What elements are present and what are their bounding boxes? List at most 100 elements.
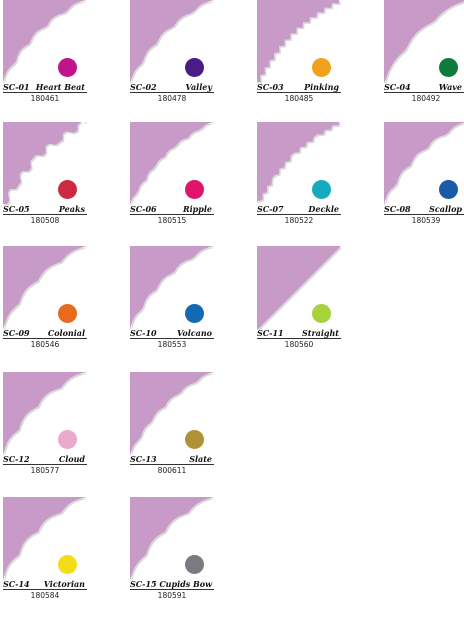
corner-shape: [3, 497, 87, 581]
color-dot: [58, 430, 77, 449]
swatch-sc-09: SC-09 Colonial 180546: [3, 246, 87, 349]
swatch-sc-10: SC-10 Volcano 180553: [130, 246, 214, 349]
swatch-name: Valley: [185, 82, 212, 92]
item-number: 180539: [411, 216, 441, 225]
swatch-code: SC-05: [3, 204, 30, 214]
corner-shape: [130, 0, 214, 84]
swatch-code: SC-11: [257, 328, 284, 338]
divider-line: [384, 214, 464, 215]
swatch-code: SC-04: [384, 82, 411, 92]
swatch-sc-13: SC-13 Slate 800611: [130, 372, 214, 475]
swatch-code: SC-09: [3, 328, 30, 338]
swatch-name: Deckle: [308, 204, 339, 214]
pinking-edge: [257, 0, 341, 84]
swatch-name: Cloud: [58, 454, 85, 464]
corner-shape: [257, 0, 341, 84]
swatch-name: Straight: [301, 328, 339, 338]
color-dot: [185, 180, 204, 199]
deckle-edge: [257, 122, 341, 206]
swatch-code: SC-13: [130, 454, 157, 464]
slate-edge: [130, 372, 214, 456]
swatch-name: Slate: [189, 454, 212, 464]
swatch-code: SC-08: [384, 204, 411, 214]
item-number: 180553: [157, 340, 187, 349]
item-number: 180461: [30, 94, 60, 103]
peaks-edge: [3, 122, 87, 206]
divider-line: [130, 464, 214, 465]
divider-line: [257, 338, 341, 339]
divider-line: [3, 214, 87, 215]
item-number: 180584: [30, 591, 60, 600]
divider-line: [3, 338, 87, 339]
heart-beat-edge: [3, 0, 87, 84]
color-dot: [58, 304, 77, 323]
swatch-sc-05: SC-05 Peaks 180508: [3, 122, 87, 225]
item-number: 180492: [411, 94, 441, 103]
color-dot: [185, 58, 204, 77]
swatch-name: Peaks: [58, 204, 85, 214]
corner-shape: [130, 246, 214, 330]
item-number: 180522: [284, 216, 314, 225]
item-number: 180478: [157, 94, 187, 103]
swatch-name: Wave: [438, 82, 462, 92]
swatch-code: SC-06: [130, 204, 157, 214]
corner-shape: [3, 122, 87, 206]
swatch-sc-02: SC-02 Valley 180478: [130, 0, 214, 103]
swatch-code: SC-15: [130, 579, 157, 589]
color-dot: [439, 180, 458, 199]
swatch-code: SC-03: [257, 82, 284, 92]
color-dot: [58, 180, 77, 199]
item-number: 180591: [157, 591, 187, 600]
swatch-code: SC-02: [130, 82, 157, 92]
swatch-name: Heart Beat: [35, 82, 85, 92]
color-dot: [58, 555, 77, 574]
corner-shape: [384, 0, 464, 84]
straight-edge: [257, 246, 341, 330]
volcano-edge: [130, 246, 214, 330]
swatch-name: Colonial: [47, 328, 85, 338]
swatch-sc-04: SC-04 Wave 180492: [384, 0, 464, 103]
corner-shape: [3, 372, 87, 456]
swatch-code: SC-14: [3, 579, 30, 589]
swatch-name: Victorian: [43, 579, 85, 589]
divider-line: [3, 464, 87, 465]
corner-shape: [257, 122, 341, 206]
cloud-edge: [3, 372, 87, 456]
color-dot: [439, 58, 458, 77]
color-dot: [185, 555, 204, 574]
scallop-edge: [384, 122, 464, 206]
ripple-edge: [130, 122, 214, 206]
corner-shape: [130, 372, 214, 456]
swatch-sc-03: SC-03 Pinking 180485: [257, 0, 341, 103]
swatch-code: SC-07: [257, 204, 284, 214]
divider-line: [3, 589, 87, 590]
divider-line: [130, 589, 214, 590]
swatch-sc-12: SC-12 Cloud 180577: [3, 372, 87, 475]
swatch-sc-08: SC-08 Scallop 180539: [384, 122, 464, 225]
color-dot: [58, 58, 77, 77]
swatch-code: SC-01: [3, 82, 30, 92]
swatch-name: Volcano: [176, 328, 212, 338]
corner-shape: [257, 246, 341, 330]
color-dot: [312, 304, 331, 323]
item-number: 180515: [157, 216, 187, 225]
swatch-code: SC-10: [130, 328, 157, 338]
item-number: 180485: [284, 94, 314, 103]
valley-edge: [130, 0, 214, 84]
colonial-edge: [3, 246, 87, 330]
swatch-name: Cupids Bow: [159, 579, 212, 589]
victorian-edge: [3, 497, 87, 581]
color-dot: [312, 58, 331, 77]
corner-shape: [130, 497, 214, 581]
swatch-name: Pinking: [304, 82, 339, 92]
swatch-sc-07: SC-07 Deckle 180522: [257, 122, 341, 225]
swatch-name: Scallop: [429, 204, 462, 214]
swatch-sc-01: SC-01 Heart Beat 180461: [3, 0, 87, 103]
corner-shape: [130, 122, 214, 206]
color-dot: [185, 304, 204, 323]
item-number: 800611: [157, 466, 187, 475]
divider-line: [130, 338, 214, 339]
swatch-name: Ripple: [182, 204, 212, 214]
corner-shape: [3, 0, 87, 84]
item-number: 180560: [284, 340, 314, 349]
